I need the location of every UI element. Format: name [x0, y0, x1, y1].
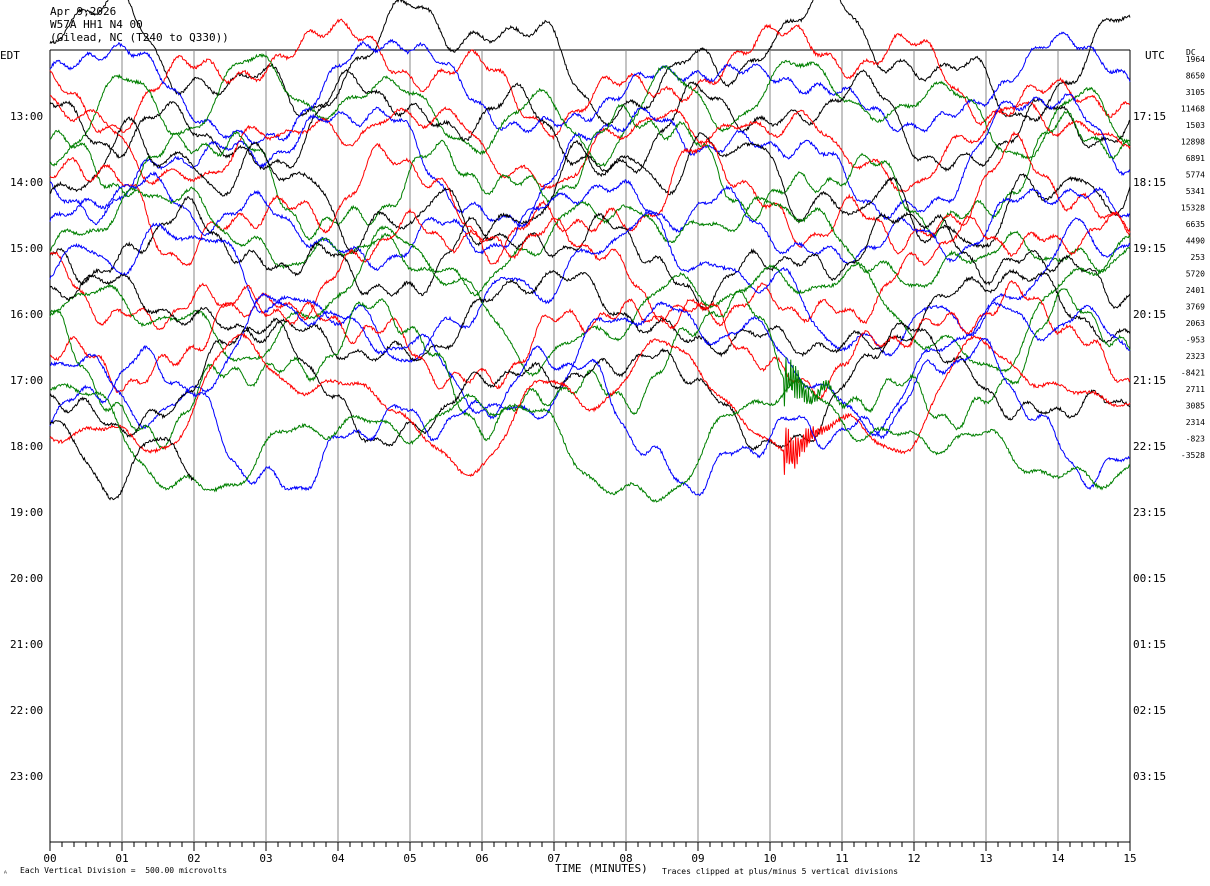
- utc-hour-label: 02:15: [1133, 704, 1166, 717]
- utc-hour-label: 19:15: [1133, 242, 1166, 255]
- seismic-trace: [49, 196, 1131, 311]
- x-tick-label: 14: [1051, 852, 1065, 865]
- edt-hour-label: 15:00: [10, 242, 43, 255]
- seismic-trace: [49, 280, 1131, 400]
- x-tick-label: 03: [259, 852, 272, 865]
- seismic-trace: [49, 337, 1131, 497]
- dc-offset-label: 2401: [1186, 286, 1205, 295]
- dc-offset-label: -823: [1186, 435, 1205, 444]
- seismic-trace: [49, 130, 1131, 267]
- dc-offset-label: 12898: [1181, 138, 1205, 147]
- dc-offset-label: 6635: [1186, 220, 1205, 229]
- utc-hour-label: 00:15: [1133, 572, 1166, 585]
- utc-hour-label: 17:15: [1133, 110, 1166, 123]
- dc-offset-label: -8421: [1181, 369, 1205, 378]
- utc-hour-label: 23:15: [1133, 506, 1166, 519]
- x-tick-label: 15: [1123, 852, 1136, 865]
- seismic-trace: [49, 116, 1131, 255]
- dc-offset-label: -953: [1186, 336, 1205, 345]
- dc-offset-label: 8650: [1186, 72, 1205, 81]
- dc-offset-label: 1503: [1186, 121, 1205, 130]
- seismic-trace: [49, 93, 1131, 228]
- dc-offset-label: 3769: [1186, 303, 1205, 312]
- edt-hour-label: 22:00: [10, 704, 43, 717]
- utc-hour-label: 21:15: [1133, 374, 1166, 387]
- dc-offset-label: 2063: [1186, 319, 1205, 328]
- utc-hour-label: 18:15: [1133, 176, 1166, 189]
- dc-offset-label: 5774: [1186, 171, 1205, 180]
- seismic-trace: [49, 420, 195, 501]
- dc-offset-label: -3528: [1181, 451, 1205, 460]
- utc-hour-label: 01:15: [1133, 638, 1166, 651]
- division-note: Each Vertical Division = 500.00 microvol…: [20, 866, 228, 875]
- edt-hour-label: 13:00: [10, 110, 43, 123]
- dc-offset-label: 6891: [1186, 154, 1205, 163]
- seismic-trace: [49, 170, 1131, 272]
- seismic-trace: [49, 31, 1131, 145]
- header-date: Apr 9,2026: [50, 5, 117, 18]
- x-tick-label: 02: [187, 852, 200, 865]
- dc-offset-label: 11468: [1181, 105, 1205, 114]
- edt-hour-label: 23:00: [10, 770, 43, 783]
- edt-hour-label: 16:00: [10, 308, 43, 321]
- dc-offset-label: 3085: [1186, 402, 1205, 411]
- dc-offset-label: 2323: [1186, 352, 1205, 361]
- seismic-trace: [49, 268, 1131, 363]
- x-tick-label: 05: [403, 852, 416, 865]
- x-tick-label: 10: [763, 852, 776, 865]
- corner-mark: ᴬ: [3, 869, 8, 878]
- x-axis-label: TIME (MINUTES): [555, 862, 648, 875]
- seismic-trace: [49, 292, 1131, 437]
- x-tick-label: 06: [475, 852, 488, 865]
- x-tick-label: 00: [43, 852, 56, 865]
- x-tick-label: 08: [619, 852, 632, 865]
- seismic-trace: [49, 317, 1131, 451]
- dc-offset-label: 1964: [1186, 55, 1205, 64]
- x-tick-label: 12: [907, 852, 920, 865]
- x-tick-label: 01: [115, 852, 128, 865]
- x-tick-label: 13: [979, 852, 992, 865]
- utc-axis-title: UTC: [1145, 49, 1165, 62]
- seismic-trace: [49, 18, 1131, 141]
- seismic-trace: [49, 68, 1131, 175]
- seismic-trace: [49, 288, 1131, 450]
- seismic-trace: [49, 207, 1131, 331]
- edt-hour-label: 17:00: [10, 374, 43, 387]
- dc-offset-label: 5341: [1186, 187, 1205, 196]
- seismic-trace: [49, 0, 1131, 128]
- dc-title: DC: [1186, 48, 1196, 57]
- edt-hour-label: 14:00: [10, 176, 43, 189]
- seismic-trace: [49, 186, 1131, 297]
- dc-offset-label: 5720: [1186, 270, 1205, 279]
- clip-note: Traces clipped at plus/minus 5 vertical …: [662, 867, 899, 876]
- seismic-trace: [49, 378, 1131, 503]
- seismic-trace: [49, 332, 1131, 478]
- edt-hour-label: 20:00: [10, 572, 43, 585]
- x-tick-label: 07: [547, 852, 560, 865]
- seismic-trace: [49, 95, 1131, 193]
- utc-hour-label: 22:15: [1133, 440, 1166, 453]
- edt-hour-label: 21:00: [10, 638, 43, 651]
- dc-offset-label: 253: [1191, 253, 1206, 262]
- dc-offset-label: 2711: [1186, 385, 1205, 394]
- edt-hour-label: 19:00: [10, 506, 43, 519]
- dc-offset-label: 2314: [1186, 418, 1205, 427]
- header-station: W57A HH1 N4 00: [50, 18, 143, 31]
- utc-hour-label: 03:15: [1133, 770, 1166, 783]
- dc-offset-label: 3105: [1186, 88, 1205, 97]
- edt-axis-title: EDT: [0, 49, 20, 62]
- utc-hour-label: 20:15: [1133, 308, 1166, 321]
- dc-offset-label: 4490: [1186, 237, 1205, 246]
- x-tick-label: 09: [691, 852, 704, 865]
- x-tick-label: 04: [331, 852, 345, 865]
- x-tick-label: 11: [835, 852, 848, 865]
- dc-offset-label: 15328: [1181, 204, 1205, 213]
- edt-hour-label: 18:00: [10, 440, 43, 453]
